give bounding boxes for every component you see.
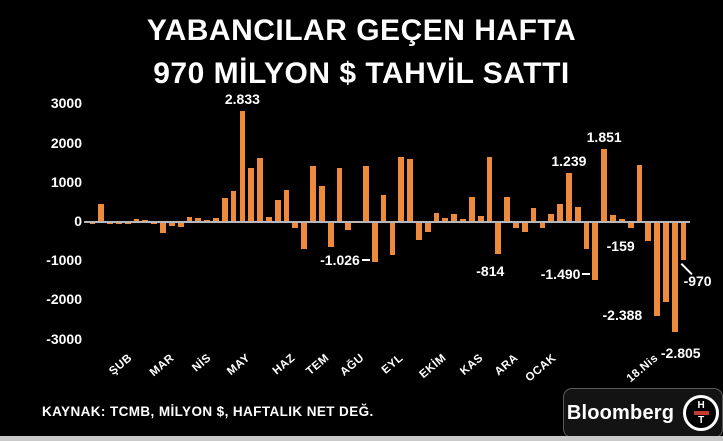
y-axis-tick-label: 0 — [74, 213, 82, 229]
bar — [557, 204, 563, 222]
bar — [389, 222, 396, 255]
bar — [627, 222, 634, 229]
bar — [521, 222, 528, 232]
y-axis-tick-label: 2000 — [50, 134, 82, 151]
bar — [530, 208, 537, 222]
bar — [407, 158, 413, 222]
chart-title-line2: 970 MİLYON $ TAHVİL SATTI — [153, 57, 570, 90]
source-note: KAYNAK: TCMB, MİLYON $, HAFTALIK NET DEĞ… — [42, 404, 374, 419]
chart-title-line1: YABANCILAR GEÇEN HAFTA — [146, 14, 577, 47]
bar-value-label: -2.388 — [602, 306, 643, 323]
bar-value-label: 2.833 — [224, 90, 260, 107]
bar — [239, 110, 246, 222]
bar-value-label: 1.851 — [586, 129, 622, 146]
bloomberg-wordmark: Bloomberg — [566, 401, 675, 424]
ht-monogram-red-bar — [693, 411, 709, 415]
bar — [671, 222, 678, 332]
y-axis-tick-label: -1000 — [46, 252, 82, 269]
bar — [583, 222, 590, 250]
bar — [513, 222, 519, 229]
bar — [195, 218, 202, 222]
bar — [133, 219, 140, 222]
y-axis-tick-label: -2000 — [46, 291, 82, 308]
bar — [380, 194, 387, 222]
bottom-border-strip — [0, 436, 723, 441]
bar — [539, 222, 546, 229]
bar — [221, 197, 228, 222]
annotation-leader-line — [582, 273, 591, 276]
bar — [310, 165, 316, 222]
bar-value-label: -814 — [476, 262, 505, 279]
bar — [601, 149, 608, 222]
ht-monogram-t: T — [698, 415, 705, 426]
bar — [442, 218, 449, 222]
bar — [230, 190, 237, 222]
bar — [468, 196, 475, 222]
bar — [345, 222, 352, 230]
bar — [504, 196, 511, 222]
bar — [89, 222, 96, 225]
ht-monogram-icon: H T — [683, 395, 720, 431]
bar — [257, 158, 263, 222]
y-axis-tick-label: 1000 — [50, 173, 82, 190]
bar-value-label: -1.490 — [540, 266, 581, 283]
bar — [486, 156, 493, 222]
bar — [680, 222, 687, 261]
bar — [363, 165, 369, 222]
y-axis-tick-label: -3000 — [46, 330, 82, 347]
bar — [610, 214, 616, 222]
bar — [371, 222, 378, 263]
bar — [415, 222, 422, 241]
bar — [292, 222, 299, 228]
bar — [477, 215, 484, 222]
bar-value-label: -2.805 — [660, 344, 701, 361]
bar — [663, 222, 669, 303]
bar — [645, 222, 652, 241]
bar — [274, 200, 281, 222]
y-axis-tick-label: 3000 — [50, 95, 82, 112]
chart-title: YABANCILAR GEÇEN HAFTA 970 MİLYON $ TAHV… — [0, 9, 723, 95]
ht-monogram-h: H — [697, 400, 705, 411]
bar-value-label: -1.026 — [320, 252, 360, 269]
bar — [168, 222, 175, 226]
bar — [213, 217, 219, 222]
bar — [248, 167, 255, 222]
annotation-leader-line — [361, 259, 370, 262]
bar — [98, 203, 105, 222]
zero-axis-line — [84, 221, 690, 223]
bar — [433, 212, 440, 222]
bar — [636, 165, 643, 222]
bar — [495, 222, 502, 254]
bar — [177, 222, 184, 228]
bar — [265, 216, 272, 222]
bar — [618, 219, 625, 222]
bar — [327, 222, 334, 248]
bar — [186, 216, 193, 222]
bar — [336, 168, 343, 222]
bar-value-label: 1.239 — [551, 153, 587, 170]
bar — [301, 222, 308, 250]
bar — [574, 206, 581, 222]
bar — [318, 185, 325, 222]
bar — [283, 190, 290, 222]
bar-value-label: -159 — [606, 238, 635, 255]
bar — [460, 219, 466, 222]
bar — [592, 222, 599, 281]
bar — [160, 222, 166, 234]
bar — [565, 173, 572, 222]
bar — [451, 214, 458, 222]
bar — [548, 213, 555, 222]
bar-value-label: -970 — [683, 273, 712, 290]
bar — [398, 156, 405, 222]
bar — [654, 222, 661, 316]
bar — [115, 222, 122, 225]
bar — [424, 222, 431, 232]
bloomberg-ht-logo: Bloomberg H T — [563, 388, 723, 438]
